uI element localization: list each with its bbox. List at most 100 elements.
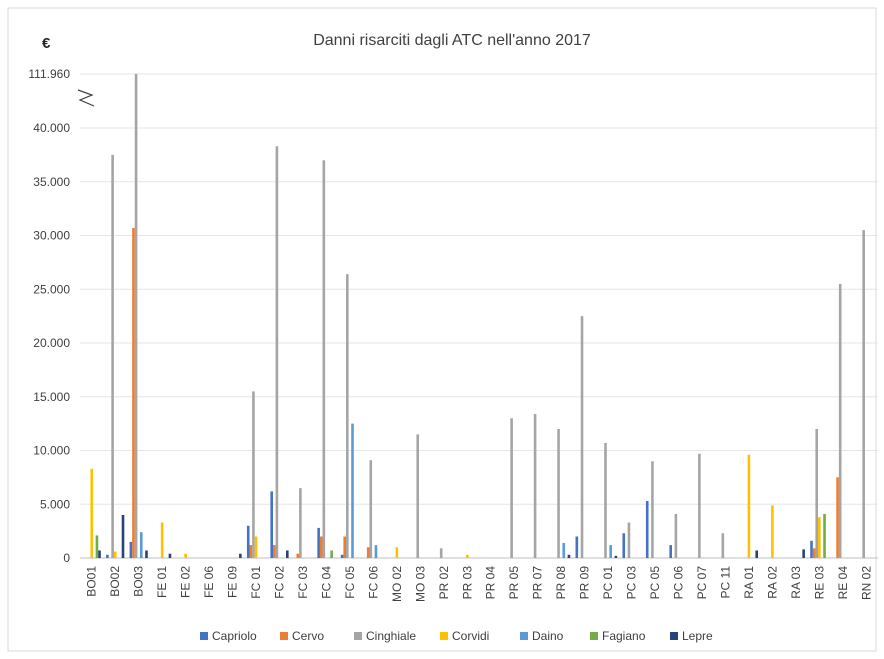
chart-border <box>7 7 877 652</box>
bar <box>609 545 612 558</box>
bar <box>160 522 164 558</box>
legend-label: Corvidi <box>452 629 489 643</box>
bar <box>823 513 826 558</box>
x-tick-label: FE 01 <box>155 566 169 598</box>
x-axis-ticks: BO01 BO02 BO03 FE 01 FE 02 FE 06 FE 09 FC 01 FC … <box>85 566 874 602</box>
legend-label: Lepre <box>682 629 713 643</box>
bar <box>674 513 678 558</box>
bar <box>270 491 273 558</box>
bar <box>317 527 320 558</box>
bar <box>567 554 571 558</box>
bar <box>95 535 99 558</box>
x-tick-label: RN 02 <box>859 566 873 600</box>
bar <box>562 542 566 558</box>
x-tick-label: FC 01 <box>249 566 263 599</box>
x-tick-label: FC 06 <box>366 566 380 599</box>
y-tick-label: 25.000 <box>33 282 70 296</box>
x-tick-label: FE 02 <box>179 566 193 598</box>
bar <box>580 316 584 559</box>
bar <box>252 391 255 559</box>
bar <box>129 541 133 559</box>
bar <box>273 545 276 558</box>
x-tick-label: PC 06 <box>672 566 686 600</box>
bar <box>604 442 607 558</box>
x-tick-label: PR 08 <box>554 566 568 600</box>
legend-label: Cinghiale <box>366 629 416 643</box>
y-unit-label: € <box>42 35 51 52</box>
x-tick-label: PC 07 <box>695 566 709 600</box>
bar <box>575 536 579 558</box>
bar <box>721 533 725 558</box>
bar <box>346 274 349 558</box>
bar <box>343 536 347 558</box>
legend-swatch <box>354 632 362 640</box>
bar <box>815 429 819 558</box>
bar <box>134 74 138 558</box>
bar <box>106 554 109 558</box>
y-tick-label: 20.000 <box>33 336 70 350</box>
x-tick-label: FC 04 <box>319 566 333 599</box>
bar <box>669 545 672 558</box>
legend-label: Capriolo <box>212 629 257 643</box>
bar <box>113 551 117 558</box>
bar <box>395 547 399 558</box>
x-tick-label: PC 01 <box>601 566 615 600</box>
bar <box>90 468 94 558</box>
bar <box>645 501 649 558</box>
bar <box>836 477 839 559</box>
x-tick-label: PC 05 <box>648 566 662 600</box>
chart-title: Danni risarciti dagli ATC nell'anno 2017 <box>313 32 591 49</box>
y-tick-label: 15.000 <box>33 390 70 404</box>
bar <box>340 554 344 558</box>
bar <box>286 550 289 558</box>
x-tick-label: RA 01 <box>742 566 756 599</box>
bar <box>275 146 279 558</box>
bar <box>698 453 701 558</box>
bar <box>168 553 172 558</box>
legend-swatch <box>590 632 598 640</box>
x-tick-label: FE 09 <box>226 566 240 598</box>
x-tick-label: RA 02 <box>765 566 779 599</box>
y-tick-label: 10.000 <box>33 444 70 458</box>
bar <box>771 505 774 558</box>
bar <box>747 454 751 558</box>
bar <box>818 517 821 558</box>
bar <box>319 536 323 558</box>
bar <box>299 488 302 559</box>
legend: Capriolo Cervo Cinghiale Corvidi Daino Fagian… <box>200 629 713 643</box>
bar <box>249 545 253 558</box>
bar <box>111 154 114 558</box>
x-tick-label: FC 03 <box>296 566 310 599</box>
bar <box>239 553 242 558</box>
bar <box>802 549 805 558</box>
bars <box>90 74 865 559</box>
bar <box>651 461 654 558</box>
bar <box>416 434 420 559</box>
bar <box>139 532 143 558</box>
bar <box>627 522 631 558</box>
bar <box>351 423 354 559</box>
bar <box>184 553 187 558</box>
legend-label: Fagiano <box>602 629 646 643</box>
bar <box>98 550 101 558</box>
bar <box>557 429 560 558</box>
x-tick-label: BO01 <box>85 566 99 597</box>
x-tick-label: FE 06 <box>202 566 216 598</box>
x-tick-label: RE 04 <box>836 566 850 600</box>
x-tick-label: MO 02 <box>390 566 404 602</box>
axis-break-icon <box>77 89 95 107</box>
bar <box>121 515 125 558</box>
x-tick-label: BO03 <box>132 566 146 597</box>
y-tick-label: 35.000 <box>33 175 70 189</box>
bar <box>614 555 618 558</box>
bar <box>465 554 469 558</box>
bar <box>322 160 326 558</box>
x-tick-label: PR 04 <box>484 566 498 600</box>
bar <box>810 540 813 558</box>
bar <box>533 413 537 558</box>
bar <box>369 460 373 558</box>
x-tick-label: PC 11 <box>718 566 732 599</box>
x-tick-label: PR 03 <box>460 566 474 600</box>
x-tick-label: BO02 <box>108 566 122 597</box>
